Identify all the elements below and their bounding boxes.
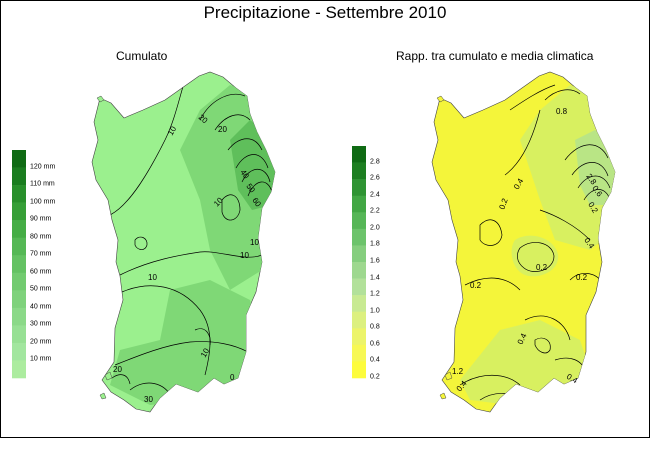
legend-swatch [352,179,366,197]
legend-label-mm: 120 mm [30,163,56,171]
map-ratio-contours [459,84,611,403]
legend-swatch [12,167,26,186]
legend-cumulato [12,150,26,379]
legend-label-ratio: 1.0 [370,307,380,315]
legend-label-mm: 80 mm [30,233,52,241]
legend-label-mm: 40 mm [30,303,52,311]
legend-label-ratio: 2.6 [370,174,380,182]
legend-label-ratio: 0.6 [370,340,380,348]
contour-label: 0.4 [516,331,529,345]
legend-swatch [352,146,366,163]
legend-label-ratio: 1.2 [370,290,380,298]
contour-label: 10 [148,273,157,282]
legend-label-mm: 90 mm [30,215,52,223]
legend-swatch [352,295,366,313]
contour-label: 1.2 [452,367,464,376]
legend-swatch [12,237,26,256]
legend-label-mm: 20 mm [30,338,52,346]
legend-swatch [12,307,26,326]
legend-swatch [352,311,366,329]
contour-label: 20 [113,365,122,374]
legend-swatch [352,361,366,379]
panel-title-cumulato: Cumulato [116,49,168,63]
legend-label-mm: 50 mm [30,285,52,293]
legend-label-mm: 60 mm [30,268,52,276]
legend-swatch [352,245,366,263]
small-islands-left [96,95,113,400]
legend-label-mm: 30 mm [30,320,52,328]
panel-title-ratio: Rapp. tra cumulato e media climatica [396,49,594,63]
legend-label-mm: 100 mm [30,198,56,206]
legend-swatch [12,342,26,361]
legend-swatch [12,272,26,291]
legend-label-ratio: 1.6 [370,257,380,265]
legend-swatch [352,328,366,346]
contour-label: 0.2 [470,281,482,290]
legend-swatch [12,185,26,203]
legend-swatch [12,202,26,221]
legend-swatch [352,262,366,279]
map-ratio: 0.8 0.4 0.2 0.2 0.2 0.2 0.4 0.2 0.4 0.6 … [431,71,616,413]
contour-label: 30 [144,395,153,404]
small-islands-right [436,95,453,400]
legend-swatch [12,255,26,274]
legend-label-ratio: 2.0 [370,224,380,232]
legend-label-ratio: 1.8 [370,240,380,248]
legend-swatch [12,325,26,344]
legend-label-ratio: 2.2 [370,207,380,215]
legend-swatch [352,228,366,246]
legend-swatch [352,278,366,296]
legend-swatch [352,195,366,213]
legend-label-mm: 70 mm [30,250,52,258]
contour-label: 0.2 [497,197,509,211]
legend-label-ratio: 0.4 [370,356,380,364]
contour-label: 0 [230,373,235,382]
legend-label-mm: 10 mm [30,355,52,363]
legend-label-ratio: 2.8 [370,158,380,166]
legend-swatch [352,344,366,362]
legend-ratio [352,146,366,379]
contour-label: 10 [240,251,249,260]
legend-label-mm: 110 mm [30,180,55,188]
legend-label-ratio: 2.4 [370,191,380,199]
contour-label: 0.2 [536,263,548,272]
contour-label: 0.8 [556,107,568,116]
contour-label: 0.2 [576,273,588,282]
legend-swatch [12,290,26,309]
legend-swatch [352,162,366,180]
legend-label-ratio: 1.4 [370,274,380,282]
legend-swatch [352,212,366,230]
legend-swatch [12,360,26,379]
page-title: Precipitazione - Settembre 2010 [203,3,447,22]
contour-label: 10 [250,238,259,247]
legend-swatch [12,150,26,168]
legend-swatch [12,220,26,238]
contour-label: 20 [218,125,227,134]
map-cumulato: 10 20 20 40 50 60 10 10 10 10 10 20 30 0 [91,71,276,413]
legend-label-ratio: 0.8 [370,323,380,331]
legend-label-ratio: 0.2 [370,373,380,381]
